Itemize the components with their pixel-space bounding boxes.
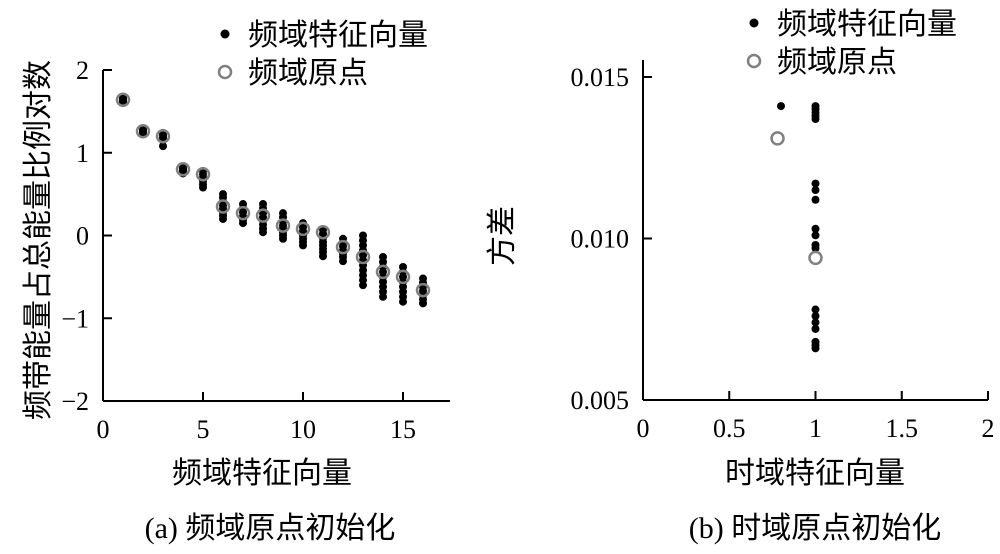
feature-point xyxy=(399,297,407,306)
panel-a: 0 5 10 15 −2 −1 0 1 2 频带能量占总能量比例对数 频域特征向量 频域特征向量… xyxy=(22,19,450,545)
origin-point xyxy=(295,221,311,237)
feature-point xyxy=(811,179,820,188)
feature-point xyxy=(219,214,227,223)
feature-point xyxy=(777,102,785,111)
origin-point xyxy=(770,131,785,146)
x-axis-title-b: 时域特征向量 xyxy=(725,457,905,490)
feature-point xyxy=(259,228,267,237)
feature-point xyxy=(811,312,820,321)
y-tick-label: 2 xyxy=(76,56,89,85)
legend-marker-feature-b xyxy=(749,18,759,28)
origin-point xyxy=(135,123,151,139)
y-tick-label: 0.015 xyxy=(571,63,630,92)
feature-point xyxy=(811,318,820,327)
y-tick-label: 0 xyxy=(76,222,89,251)
legend-marker-origin-b xyxy=(746,53,762,69)
data-points-a xyxy=(115,92,431,308)
x-tick-label: 0 xyxy=(97,415,110,444)
feature-point xyxy=(811,114,820,123)
caption-b: (b) 时域原点初始化 xyxy=(689,512,941,545)
feature-point xyxy=(379,292,387,301)
x-tick-label: 0.5 xyxy=(713,414,746,443)
x-axis-title-a: 频域特征向量 xyxy=(172,457,352,490)
tick-labels-b: 0 0.5 1 1.5 2 0.005 0.010 0.015 xyxy=(571,63,995,443)
tick-labels-a: 0 5 10 15 −2 −1 0 1 2 xyxy=(61,56,416,444)
origin-point xyxy=(375,264,391,280)
tick-marks-b xyxy=(642,76,989,401)
feature-point xyxy=(419,299,427,308)
axes-a xyxy=(102,70,450,402)
origin-point xyxy=(275,218,291,233)
y-tick-label: 0.010 xyxy=(571,225,630,254)
tick-marks-a xyxy=(102,69,404,402)
y-tick-label: −2 xyxy=(61,387,89,416)
feature-point xyxy=(279,234,287,243)
data-points-b xyxy=(770,102,823,353)
legend-marker-feature-a xyxy=(220,29,230,39)
y-tick-label: −1 xyxy=(61,304,89,333)
feature-point xyxy=(811,344,820,353)
feature-point xyxy=(811,244,820,253)
feature-point xyxy=(199,183,207,192)
feature-point xyxy=(811,305,820,314)
y-tick-label: 0.005 xyxy=(571,386,630,415)
legend-a: 频域特征向量 频域原点 xyxy=(217,19,428,90)
legend-b: 频域特征向量 频域原点 xyxy=(746,8,957,79)
origin-point xyxy=(215,199,231,214)
x-tick-label: 5 xyxy=(197,415,210,444)
x-tick-label: 0 xyxy=(637,414,650,443)
feature-point xyxy=(811,231,820,240)
feature-point xyxy=(319,252,327,261)
panel-b: 0 0.5 1 1.5 2 0.005 0.010 0.015 方差 时域特征向量 频域特征向… xyxy=(486,8,995,545)
origin-point xyxy=(115,92,131,108)
x-tick-label: 1.5 xyxy=(886,414,919,443)
origin-point xyxy=(395,269,411,285)
y-tick-label: 1 xyxy=(76,139,89,168)
origin-point xyxy=(255,208,271,223)
origin-point xyxy=(415,282,431,298)
feature-point xyxy=(139,128,147,137)
legend-label-feature-a: 频域特征向量 xyxy=(248,19,428,52)
legend-marker-origin-a xyxy=(217,64,233,80)
x-tick-label: 15 xyxy=(390,415,416,444)
feature-point xyxy=(239,219,247,228)
origin-point xyxy=(315,224,331,240)
x-tick-label: 2 xyxy=(982,414,995,443)
feature-point xyxy=(359,281,367,290)
origin-point xyxy=(235,205,251,221)
feature-point xyxy=(811,195,820,204)
origin-point xyxy=(155,128,171,144)
caption-a: (a) 频域原点初始化 xyxy=(145,512,396,545)
x-tick-label: 10 xyxy=(290,415,316,444)
feature-point xyxy=(299,241,307,250)
feature-point xyxy=(159,142,167,151)
legend-label-origin-b: 频域原点 xyxy=(777,46,897,79)
legend-label-feature-b: 频域特征向量 xyxy=(777,8,957,41)
origin-point xyxy=(175,162,191,177)
legend-label-origin-a: 频域原点 xyxy=(248,57,368,90)
feature-point xyxy=(811,186,820,195)
origin-point xyxy=(335,239,351,255)
y-axis-title-b: 方差 xyxy=(486,206,519,266)
feature-point xyxy=(811,224,820,233)
feature-point xyxy=(811,324,820,333)
feature-point xyxy=(339,257,347,266)
origin-point xyxy=(195,167,211,182)
origin-point xyxy=(355,249,371,265)
origin-point xyxy=(808,250,823,266)
y-axis-title-a: 频带能量占总能量比例对数 xyxy=(22,60,55,420)
x-tick-label: 1 xyxy=(809,414,822,443)
